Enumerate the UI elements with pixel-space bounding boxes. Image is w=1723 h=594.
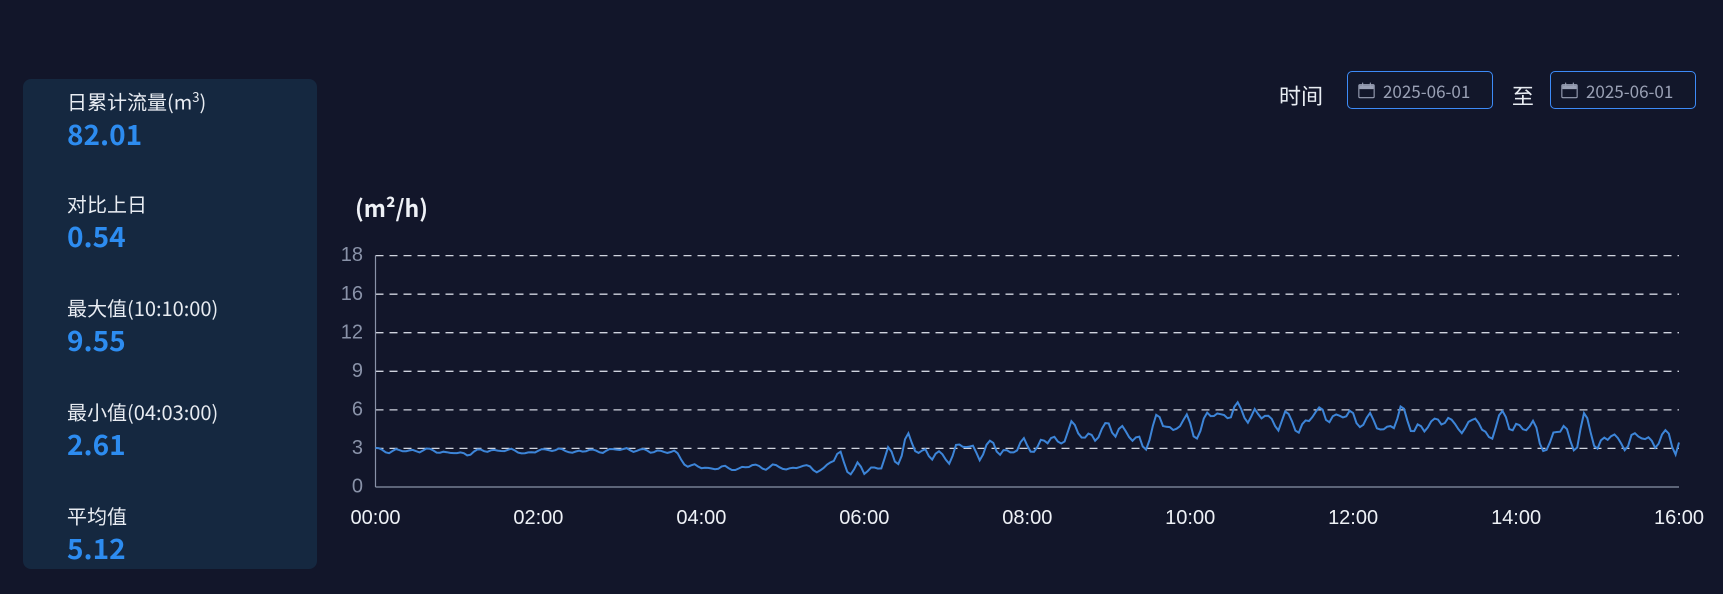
svg-text:10:00: 10:00 [1165, 507, 1215, 529]
svg-text:18: 18 [341, 244, 363, 266]
svg-text:16: 16 [341, 283, 363, 305]
svg-text:3: 3 [352, 437, 363, 459]
svg-text:02:00: 02:00 [513, 507, 563, 529]
svg-text:12: 12 [341, 321, 363, 343]
svg-text:9: 9 [352, 360, 363, 382]
svg-text:12:00: 12:00 [1328, 507, 1378, 529]
svg-text:6: 6 [352, 399, 363, 421]
svg-text:06:00: 06:00 [839, 507, 889, 529]
svg-text:16:00: 16:00 [1654, 507, 1704, 529]
svg-text:14:00: 14:00 [1491, 507, 1541, 529]
svg-text:08:00: 08:00 [1002, 507, 1052, 529]
svg-text:0: 0 [352, 476, 363, 498]
svg-text:04:00: 04:00 [676, 507, 726, 529]
svg-text:00:00: 00:00 [350, 507, 400, 529]
